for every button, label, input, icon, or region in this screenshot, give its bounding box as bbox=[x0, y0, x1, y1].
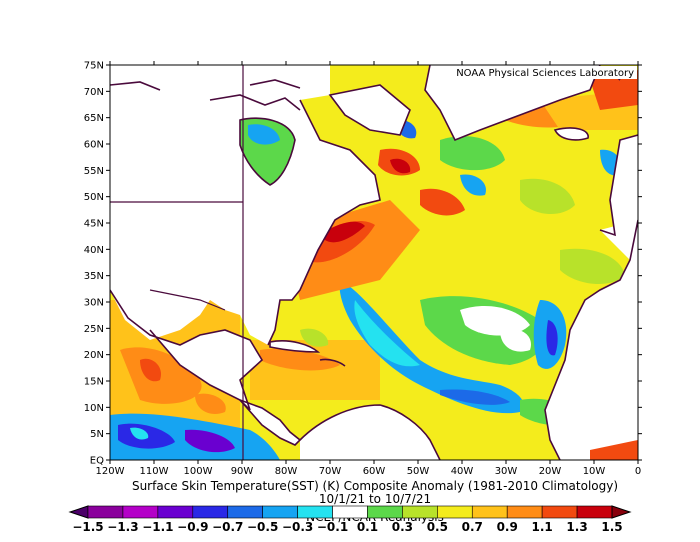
lon-tick-label: 10W bbox=[583, 466, 606, 477]
lon-tick-label: 20W bbox=[539, 466, 562, 477]
lat-tick-label: 15N bbox=[84, 377, 104, 388]
colorbar-label: −1.1 bbox=[142, 520, 173, 534]
colorbar-label: 0.5 bbox=[427, 520, 448, 534]
lat-tick-label: 40N bbox=[84, 245, 104, 256]
colorbar-arrow-low bbox=[68, 505, 89, 519]
colorbar-label: 1.3 bbox=[566, 520, 587, 534]
lon-tick-label: 110W bbox=[140, 466, 169, 477]
credit-label: NOAA Physical Sciences Laboratory bbox=[456, 68, 634, 79]
colorbar-swatch bbox=[297, 505, 333, 519]
lon-tick-label: 60W bbox=[363, 466, 386, 477]
lat-tick-label: 10N bbox=[84, 403, 104, 414]
map-title: Surface Skin Temperature(SST) (K) Compos… bbox=[132, 479, 618, 493]
lat-tick-label: 20N bbox=[84, 350, 104, 361]
lon-tick-label: 90W bbox=[231, 466, 254, 477]
lat-tick-label: 60N bbox=[84, 140, 104, 151]
latitude-axis: EQ 5N 10N 15N 20N 25N 30N 35N 40N 45N 50N 55N 60N 65N… bbox=[84, 61, 642, 467]
lat-tick-label: 45N bbox=[84, 219, 104, 230]
colorbar-label: 0.7 bbox=[462, 520, 483, 534]
lat-tick-label: 75N bbox=[84, 61, 104, 72]
lat-tick-label: EQ bbox=[90, 456, 104, 467]
lat-tick-label: 55N bbox=[84, 166, 104, 177]
longitude-axis: 120W 110W 100W 90W 80W 70W 60W 50W 40W 30W 20W 10W 0 bbox=[96, 61, 641, 477]
colorbar-label: −0.5 bbox=[247, 520, 278, 534]
date-range: 10/1/21 to 10/7/21 bbox=[319, 492, 431, 506]
colorbar-label: −0.3 bbox=[282, 520, 313, 534]
colorbar: −1.5 −1.3 −1.1 −0.9 −0.7 −0.5 −0.3 −0.1 0.1 0.3 0.… bbox=[68, 505, 632, 534]
lon-tick-label: 50W bbox=[407, 466, 430, 477]
colorbar-label: −0.7 bbox=[212, 520, 243, 534]
colorbar-label: 1.5 bbox=[601, 520, 622, 534]
colorbar-swatch bbox=[227, 505, 263, 519]
colorbar-label: 0.1 bbox=[357, 520, 378, 534]
colorbar-swatch bbox=[576, 505, 613, 519]
colorbar-swatch bbox=[192, 505, 229, 519]
colorbar-label: −0.1 bbox=[317, 520, 348, 534]
lon-tick-label: 30W bbox=[495, 466, 518, 477]
colorbar-swatch bbox=[541, 505, 578, 519]
political-boundaries bbox=[110, 65, 244, 460]
colorbar-swatch bbox=[402, 505, 438, 519]
lat-tick-label: 70N bbox=[84, 87, 104, 98]
colorbar-label: −0.9 bbox=[177, 520, 208, 534]
colorbar-label: 0.3 bbox=[392, 520, 413, 534]
credit-box bbox=[452, 66, 637, 79]
colorbar-swatch bbox=[262, 505, 298, 519]
colorbar-label: 0.9 bbox=[497, 520, 518, 534]
colorbar-swatch bbox=[332, 505, 368, 519]
lat-tick-label: 65N bbox=[84, 113, 104, 124]
lon-tick-label: 80W bbox=[275, 466, 298, 477]
coastlines bbox=[110, 65, 638, 460]
lat-tick-label: 35N bbox=[84, 271, 104, 282]
colorbar-swatch bbox=[157, 505, 194, 519]
colorbar-swatch bbox=[471, 505, 508, 519]
colorbar-swatch bbox=[437, 505, 473, 519]
colorbar-label: −1.3 bbox=[107, 520, 138, 534]
colorbar-label: −1.5 bbox=[72, 520, 103, 534]
lon-tick-label: 100W bbox=[184, 466, 213, 477]
lon-tick-label: 40W bbox=[451, 466, 474, 477]
lon-tick-label: 70W bbox=[319, 466, 342, 477]
colorbar-swatch bbox=[122, 505, 159, 519]
lat-tick-label: 5N bbox=[90, 429, 104, 440]
anomaly-field bbox=[110, 65, 638, 460]
lat-tick-label: 50N bbox=[84, 192, 104, 203]
colorbar-swatch bbox=[367, 505, 403, 519]
colorbar-swatch bbox=[506, 505, 543, 519]
colorbar-label: 1.1 bbox=[532, 520, 553, 534]
lat-tick-label: 30N bbox=[84, 298, 104, 309]
lon-tick-label: 120W bbox=[96, 466, 125, 477]
lat-tick-label: 25N bbox=[84, 324, 104, 335]
colorbar-swatch bbox=[87, 505, 124, 519]
colorbar-arrow-high bbox=[611, 505, 632, 519]
lon-tick-label: 0 bbox=[635, 466, 641, 477]
